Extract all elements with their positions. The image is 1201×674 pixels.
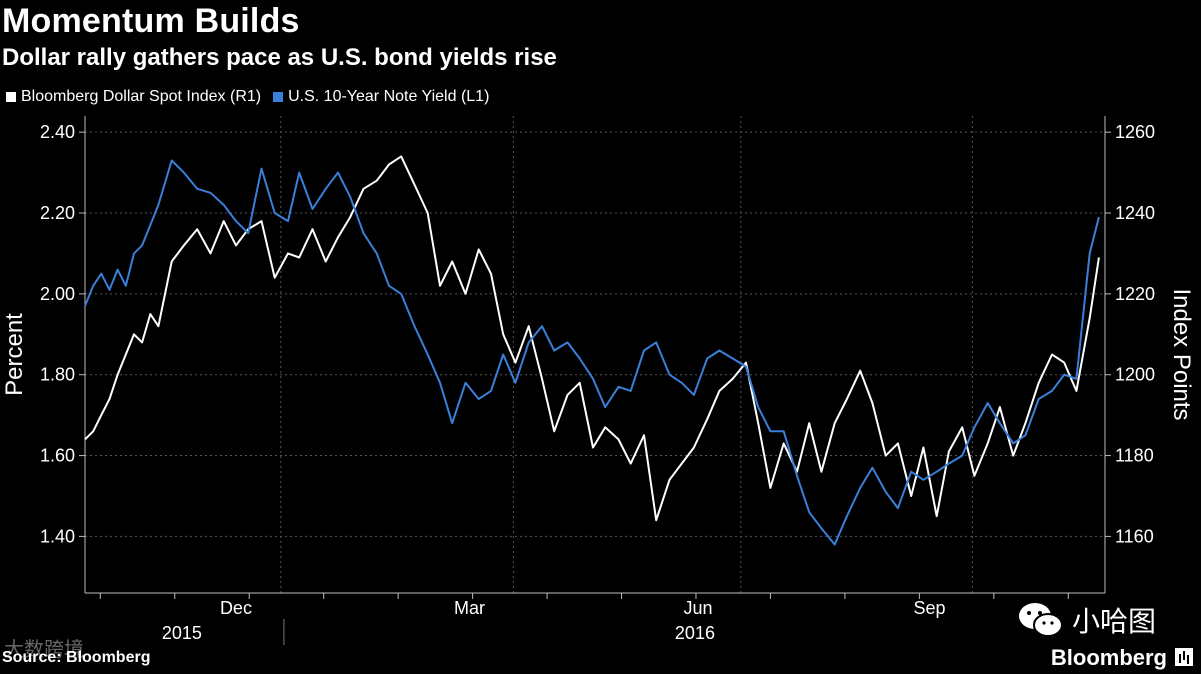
bloomberg-logo: Bloomberg [1050,645,1167,670]
source-note: Source: Bloomberg [2,649,151,666]
watermark-text: 大数跨境 [4,639,84,661]
legend: Bloomberg Dollar Spot Index (R1) U.S. 10… [6,88,489,106]
right-tick-label: 1160 [1115,526,1154,546]
left-tick-label: 2.20 [40,203,75,223]
wechat-icon [1019,603,1063,637]
month-label: Dec [220,598,252,618]
chart-title: Momentum Builds [2,2,300,40]
month-label: Sep [914,598,946,618]
right-tick-label: 1220 [1115,284,1155,304]
axes [79,116,1111,645]
left-tick-label: 1.80 [40,365,75,385]
right-axis-title: Index Points [1168,288,1195,420]
left-axis-title: Percent [1,313,28,396]
month-label: Mar [454,598,485,618]
right-tick-label: 1260 [1115,122,1155,142]
legend-swatch-yield [273,92,284,102]
series-line-10yr-yield [84,159,1100,546]
bloomberg-chart-icon [1175,648,1193,666]
chart-subtitle: Dollar rally gathers pace as U.S. bond y… [2,44,557,71]
gridlines [85,116,1105,593]
year-label: 2016 [675,623,715,643]
series-lines [84,155,1100,546]
legend-item-yield: U.S. 10-Year Note Yield (L1) [273,88,489,106]
left-tick-label: 2.00 [40,284,75,304]
wechat-badge: 小哈图 [1016,600,1156,640]
year-label: 2015 [162,623,202,643]
wechat-label: 小哈图 [1072,606,1157,637]
legend-item-dollar: Bloomberg Dollar Spot Index (R1) [6,88,261,106]
left-tick-label: 1.40 [40,526,75,546]
left-tick-label: 1.60 [40,446,75,466]
right-tick-label: 1240 [1115,203,1155,223]
right-tick-label: 1200 [1115,365,1155,385]
right-tick-label: 1180 [1115,446,1154,466]
series-line-dollar-index [84,155,1100,522]
axis-labels: 1.40 1.60 1.80 2.00 2.20 2.40 1160 1180 1200 1220… [1,122,1195,643]
legend-swatch-dollar [6,92,16,102]
legend-label-yield: U.S. 10-Year Note Yield (L1) [288,88,490,105]
left-tick-label: 2.40 [40,122,75,142]
month-label: Jun [684,598,713,618]
legend-label-dollar: Bloomberg Dollar Spot Index (R1) [21,88,262,105]
